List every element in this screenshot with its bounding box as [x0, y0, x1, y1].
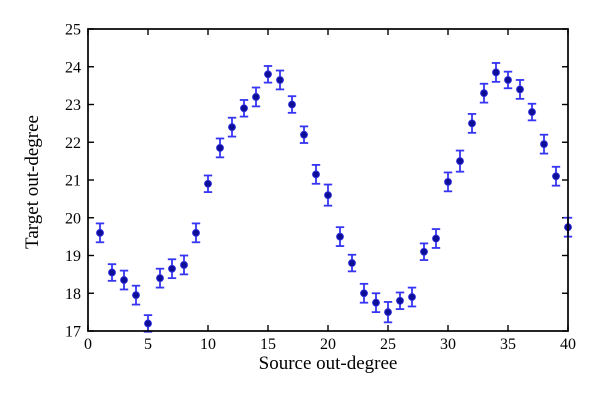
- x-tick-label: 30: [440, 336, 456, 353]
- data-point: [192, 228, 200, 237]
- data-point: [540, 140, 548, 149]
- y-tick-label: 21: [65, 173, 81, 190]
- x-tick-label: 25: [380, 336, 396, 353]
- data-point: [108, 268, 116, 277]
- y-tick-label: 24: [65, 59, 81, 76]
- data-point: [336, 232, 344, 241]
- data-point: [132, 291, 140, 300]
- data-point: [144, 319, 152, 328]
- data-point: [204, 179, 212, 188]
- data-point: [300, 130, 308, 139]
- y-tick-label: 23: [65, 97, 81, 114]
- data-point: [480, 89, 488, 98]
- data-point: [96, 228, 104, 237]
- x-tick-label: 40: [560, 336, 576, 353]
- data-point: [312, 170, 320, 179]
- y-axis-label: Target out-degree: [22, 115, 43, 249]
- y-tick-label: 18: [65, 286, 81, 303]
- y-tick-label: 20: [65, 210, 81, 227]
- data-point: [348, 259, 356, 267]
- data-point: [156, 274, 164, 283]
- data-point: [396, 296, 404, 305]
- y-tick-label: 25: [65, 22, 81, 39]
- x-tick-label: 15: [260, 336, 276, 353]
- data-point: [432, 234, 440, 243]
- data-point: [228, 123, 236, 132]
- data-point: [456, 157, 464, 166]
- plot-frame: [87, 28, 569, 332]
- y-tick-label: 17: [65, 324, 81, 341]
- data-point: [528, 108, 536, 116]
- data-point: [444, 177, 452, 186]
- data-point: [516, 85, 524, 94]
- y-tick-label: 19: [65, 248, 81, 265]
- data-point: [120, 276, 128, 284]
- data-point: [276, 76, 284, 84]
- data-point: [288, 100, 296, 109]
- data-point: [468, 119, 476, 128]
- x-tick-label: 5: [144, 336, 152, 353]
- x-tick-label: 20: [320, 336, 336, 353]
- plot-area: 0 5 10 15 20 25 30 35 40 17 18 19 20 21 22 23 24 25: [65, 22, 576, 354]
- data-point: [252, 93, 260, 101]
- data-point: [168, 264, 176, 273]
- data-point: [240, 104, 248, 113]
- x-tick-label: 0: [84, 336, 92, 353]
- x-tick-label: 10: [200, 336, 216, 353]
- x-tick-label: 35: [500, 336, 516, 353]
- data-point: [180, 261, 188, 269]
- data-point: [216, 144, 224, 152]
- data-point: [420, 247, 428, 256]
- data-point: [360, 289, 368, 298]
- data-point: [492, 68, 500, 77]
- data-point: [324, 191, 332, 200]
- data-point: [372, 298, 380, 307]
- x-axis-label: Source out-degree: [259, 353, 398, 374]
- data-point: [384, 308, 392, 317]
- data-point: [264, 70, 272, 79]
- data-point: [504, 76, 512, 84]
- data-point: [408, 293, 416, 301]
- y-tick-label: 22: [65, 135, 81, 152]
- data-point: [552, 172, 560, 181]
